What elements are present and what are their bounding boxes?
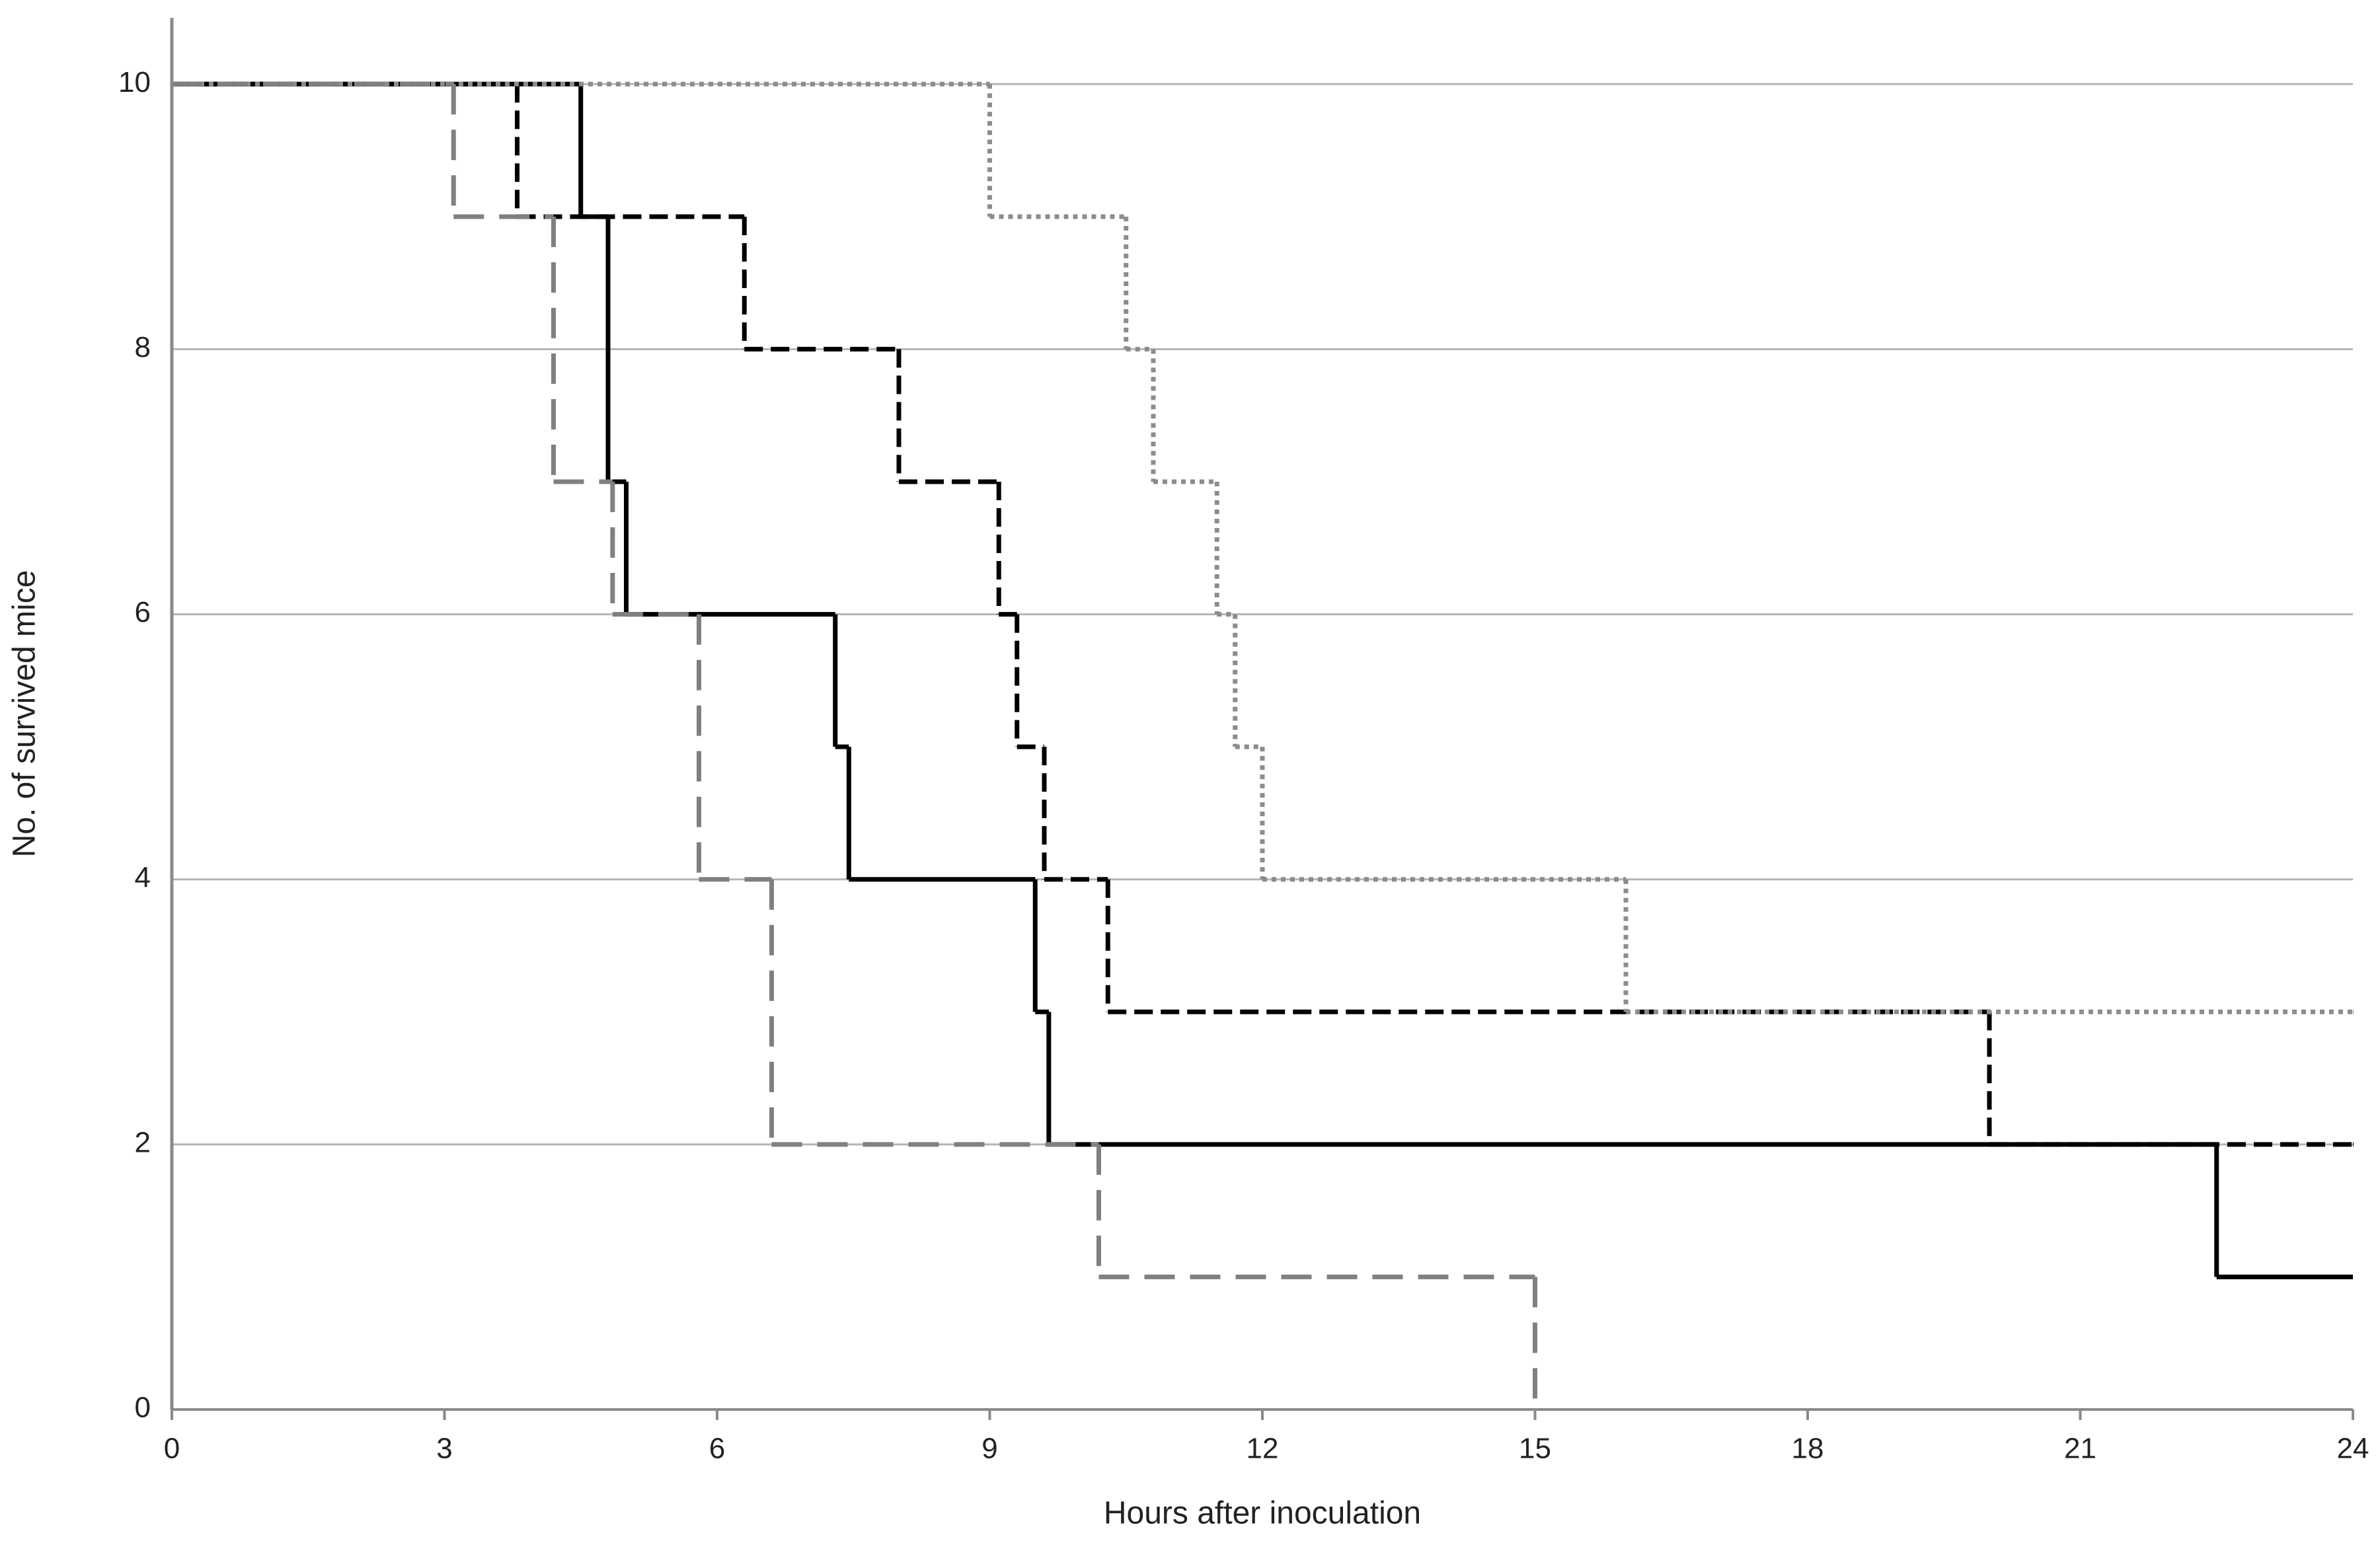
x-tick-label: 3 — [436, 1433, 452, 1465]
y-axis-title: No. of survived mice — [7, 570, 42, 858]
plot — [172, 81, 2353, 1409]
y-tick-label: 10 — [118, 66, 151, 98]
x-tick-label: 24 — [2337, 1433, 2369, 1465]
x-tick-label: 15 — [1519, 1433, 1551, 1465]
x-tick-label: 9 — [981, 1433, 997, 1465]
y-tick-label: 6 — [135, 596, 151, 628]
y-tick-label: 4 — [135, 861, 151, 893]
x-tick-label: 0 — [164, 1433, 180, 1465]
y-tick-label: 0 — [135, 1392, 151, 1424]
grid — [172, 83, 2353, 1146]
y-tick-label: 8 — [135, 331, 151, 363]
x-tick-label: 12 — [1247, 1433, 1279, 1465]
x-axis-title: Hours after inoculation — [1104, 1496, 1421, 1531]
x-tick-label: 18 — [1792, 1433, 1824, 1465]
x-tick-label: 6 — [709, 1433, 725, 1465]
y-tick-label: 2 — [135, 1126, 151, 1158]
x-tick-label: 21 — [2064, 1433, 2096, 1465]
